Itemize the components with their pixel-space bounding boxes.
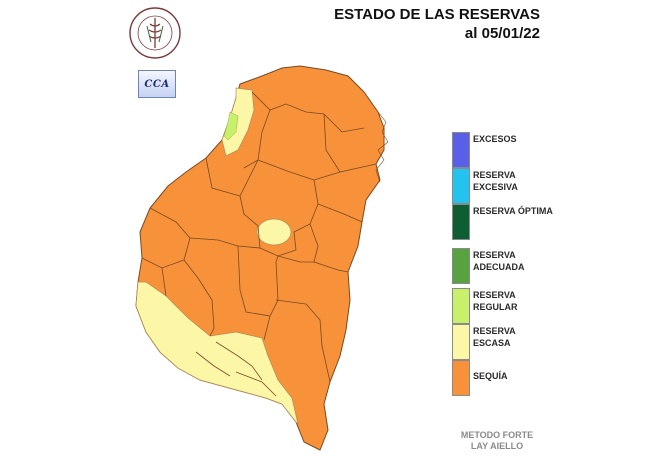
- bolsa-cereales-logo: [129, 7, 181, 59]
- uruguay-river-edge: [375, 111, 389, 183]
- method-note: METODO FORTE LAY AIELLO: [460, 430, 534, 451]
- legend-swatch: [452, 248, 470, 284]
- legend-label: SEQUÍA: [473, 371, 508, 381]
- escasa-region-center: [256, 218, 292, 246]
- legend-label: EXCESOS: [473, 134, 517, 144]
- legend-swatch: [452, 132, 470, 168]
- escasa-region-north: [221, 87, 255, 157]
- legend-swatch: [452, 360, 470, 396]
- escasa-region-south: [135, 281, 299, 426]
- legend-swatch: [452, 168, 470, 204]
- legend-label: RESERVA EXCESIVA: [473, 170, 518, 192]
- legend-label: RESERVA ÓPTIMA: [473, 206, 553, 216]
- map-date: al 05/01/22: [464, 25, 540, 42]
- cca-logo: CCA: [138, 70, 176, 98]
- legend-label: RESERVA ESCASA: [473, 326, 516, 348]
- regular-region-north: [223, 111, 239, 141]
- map-title: ESTADO DE LAS RESERVAS: [334, 6, 540, 23]
- legend-swatch: [452, 324, 470, 360]
- department-borders: [141, 91, 377, 397]
- legend-label: RESERVA ADECUADA: [473, 250, 525, 272]
- legend-swatch: [452, 204, 470, 240]
- legend-swatch: [452, 288, 470, 324]
- legend-label: RESERVA REGULAR: [473, 290, 518, 312]
